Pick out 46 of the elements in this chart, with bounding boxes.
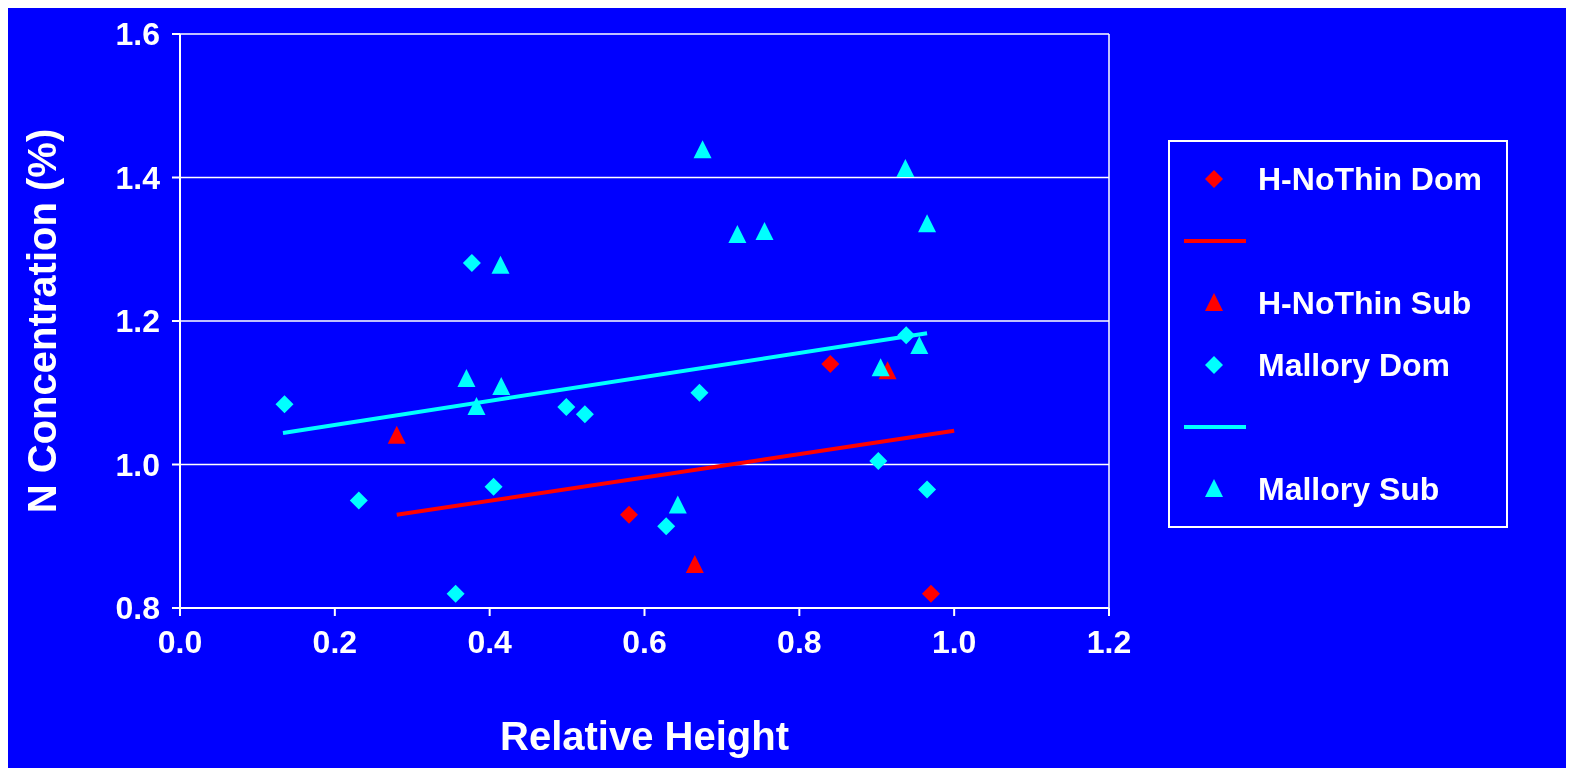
legend-label: Mallory Dom [1258,346,1451,384]
point [657,517,676,536]
y-tick-label: 1.4 [115,159,161,196]
point [575,405,594,424]
point [668,495,687,514]
point [620,505,639,524]
x-tick-label: 0.6 [622,623,667,660]
point [446,584,465,603]
point [275,395,294,414]
point [896,158,915,177]
point [484,477,503,496]
point [492,377,511,396]
point [457,369,476,388]
point [387,425,406,444]
y-tick-label: 1.6 [115,16,160,53]
point [349,491,368,510]
legend-label: H-NoThin Sub [1258,284,1472,322]
legend-label: H-NoThin Dom [1258,160,1482,198]
y-tick-label: 1.0 [115,446,160,483]
x-tick-label: 0.2 [312,623,358,660]
x-axis-title: Relative Height [500,714,789,758]
point [918,214,937,233]
point [462,253,481,272]
point [755,222,774,241]
point [910,336,929,355]
point [728,224,747,243]
x-tick-label: 1.0 [931,623,977,660]
x-tick-label: 0.4 [467,623,513,660]
legend-label: Mallory Sub [1258,470,1440,508]
point [467,397,486,416]
y-tick-label: 0.8 [115,590,160,627]
point [693,140,712,159]
point [821,355,840,374]
point [871,358,890,377]
point [869,451,888,470]
point [685,554,704,573]
point [921,584,940,603]
x-tick-label: 0.0 [157,623,203,660]
point [491,255,510,274]
y-tick-label: 1.2 [115,303,160,340]
point [918,480,937,499]
point [690,383,709,402]
y-axis-title: N Concentration (%) [20,128,65,514]
point [557,398,576,417]
x-tick-label: 0.8 [777,623,822,660]
x-tick-label: 1.2 [1086,623,1132,660]
